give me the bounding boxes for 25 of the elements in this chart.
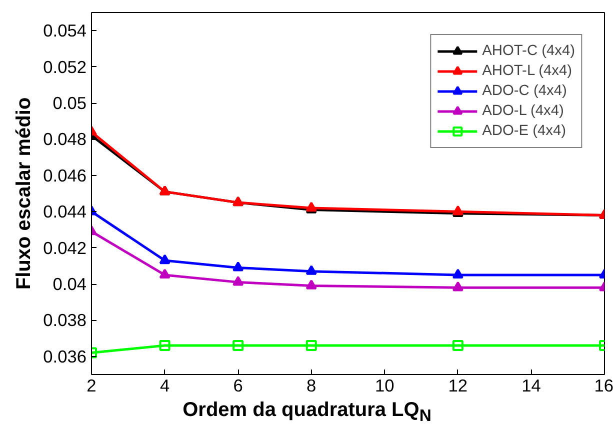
y-tick-label: 0.038 [43,310,87,330]
x-tick-label: 4 [160,376,170,396]
y-tick-label: 0.046 [43,165,87,186]
y-tick-label: 0.04 [52,274,87,294]
y-tick-label: 0.048 [43,129,87,150]
legend-label: AHOT-L (4x4) [482,63,572,79]
y-tick-label: 0.05 [52,93,87,113]
x-tick-label: 16 [594,376,613,396]
x-tick-label: 14 [522,376,542,396]
y-axis-title: Fluxo escalar médio [13,97,36,290]
y-tick-label: 0.054 [43,20,87,41]
x-tick-label: 8 [306,376,316,396]
y-tick-label: 0.042 [43,238,87,258]
x-tick-label: 10 [375,376,394,396]
y-tick-label: 0.052 [43,56,87,77]
legend-label: ADO-E (4x4) [482,123,566,139]
legend-label: ADO-C (4x4) [482,83,567,99]
x-axis-title: Ordem da quadratura LQ$_{N}$ [182,398,432,427]
legend-label: ADO-L (4x4) [482,103,564,119]
y-tick-label: 0.044 [43,202,87,222]
y-tick-label: 0.036 [43,346,87,366]
x-tick-label: 2 [86,376,96,396]
x-tick-label: 6 [233,376,243,396]
legend-label: AHOT-C (4x4) [482,43,575,59]
x-tick-label: 12 [448,376,468,396]
